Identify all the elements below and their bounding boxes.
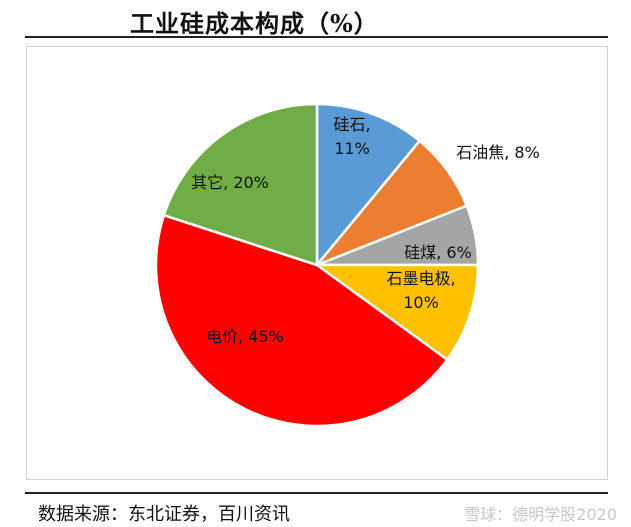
footer-rule	[25, 492, 608, 494]
title-rule	[25, 36, 608, 38]
pie-slice-6	[162, 102, 319, 267]
slice-label-4-line-2: 10%	[403, 293, 439, 312]
slice-label-4-line-1: 石墨电极,	[386, 269, 455, 288]
pie-slice-4	[313, 263, 480, 362]
slice-label-1-line-2: 11%	[334, 139, 370, 158]
chart-frame	[26, 46, 608, 480]
chart-title: 工业硅成本构成（%）	[130, 9, 379, 38]
slice-label-3: 硅煤, 6%	[404, 243, 472, 262]
slice-label-2: 石油焦, 8%	[456, 143, 540, 162]
pie-slice-5	[154, 213, 449, 428]
watermark-text: 雪球：德明学股2020	[464, 505, 617, 524]
source-note: 数据来源：东北证券，百川资讯	[38, 504, 290, 525]
pie-slice-1	[315, 102, 422, 269]
slice-label-1-line-1: 硅石,	[333, 115, 370, 134]
slice-label-5: 电价, 45%	[206, 327, 284, 346]
slice-label-6: 其它, 20%	[191, 173, 269, 192]
